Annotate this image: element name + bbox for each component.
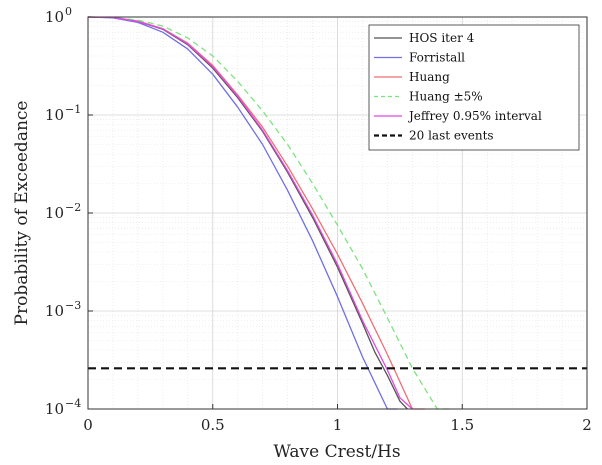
x-tick-label: 1 bbox=[333, 416, 343, 434]
y-tick-label: 10 bbox=[45, 8, 64, 26]
x-tick-label: 1.5 bbox=[450, 416, 474, 434]
y-tick-label: 10 bbox=[45, 106, 64, 124]
y-tick-exponent: −2 bbox=[65, 201, 81, 214]
legend-label: 20 last events bbox=[409, 129, 494, 143]
y-tick-label: 10 bbox=[45, 400, 64, 418]
y-tick-label: 10 bbox=[45, 204, 64, 222]
y-tick-label: 10 bbox=[45, 302, 64, 320]
x-tick-label: 0.5 bbox=[201, 416, 225, 434]
legend-label: Forristall bbox=[409, 51, 465, 65]
legend-label: Huang bbox=[409, 70, 450, 84]
y-tick-exponent: −1 bbox=[65, 103, 81, 116]
legend-box bbox=[368, 24, 580, 151]
legend: HOS iter 4 Forristall Huang Huang ±5% Jeffre… bbox=[368, 24, 580, 151]
x-tick-labels: 0 0.5 1 1.5 2 bbox=[83, 404, 592, 434]
series-line-3 bbox=[87, 16, 450, 410]
series-line-4 bbox=[87, 16, 413, 410]
y-tick-exponent: −3 bbox=[65, 299, 81, 312]
series-line-1 bbox=[87, 16, 398, 410]
y-axis-title: Probability of Exceedance bbox=[12, 101, 32, 326]
y-tick-exponent: 0 bbox=[65, 5, 72, 18]
legend-label: Jeffrey 0.95% interval bbox=[407, 109, 542, 123]
x-tick-label: 0 bbox=[83, 416, 93, 434]
y-tick-exponent: −4 bbox=[65, 397, 81, 410]
legend-label: Huang ±5% bbox=[409, 90, 483, 104]
legend-label: HOS iter 4 bbox=[409, 31, 475, 45]
series-layer bbox=[87, 16, 587, 410]
x-tick-label: 2 bbox=[582, 416, 592, 434]
x-axis-title: Wave Crest/Hs bbox=[273, 442, 400, 462]
